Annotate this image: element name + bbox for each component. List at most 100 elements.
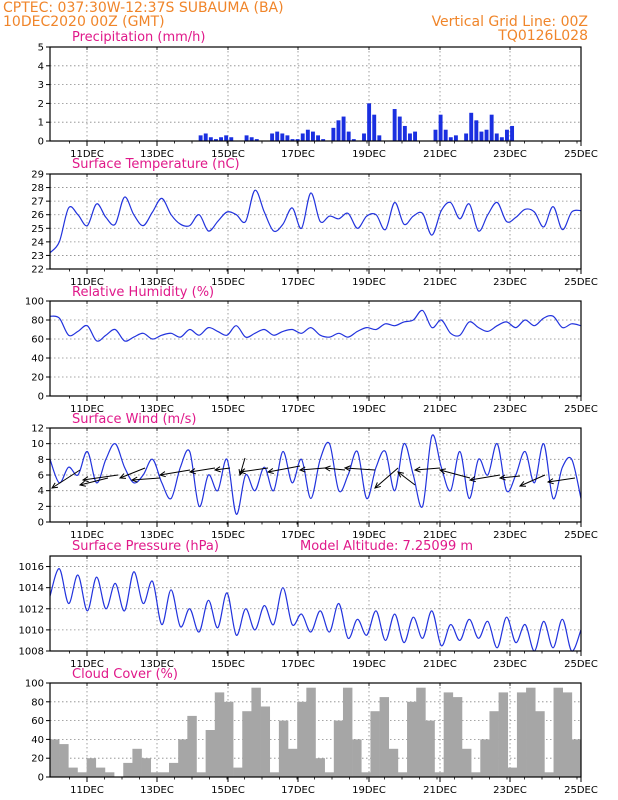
y-tick-label: 40 xyxy=(31,354,44,365)
cloud-bar xyxy=(77,772,87,777)
cloud-bar xyxy=(516,692,527,777)
panel-title: Surface Wind (m/s) xyxy=(72,412,196,427)
cloud-bar xyxy=(260,706,271,777)
x-tick-label: 19DEC xyxy=(352,277,386,288)
x-tick-label: 15DEC xyxy=(211,530,245,541)
wind-arrow xyxy=(374,467,399,489)
precip-bar xyxy=(448,137,453,141)
panel-frame xyxy=(49,427,582,523)
wind-arrow-head xyxy=(323,465,331,472)
wind-arrow-head xyxy=(397,471,404,478)
precip-bar xyxy=(464,133,469,141)
precip-bar xyxy=(443,129,448,141)
y-tick-label: 1010 xyxy=(19,625,44,636)
x-tick-label: 17DEC xyxy=(281,659,315,670)
wind-arrow xyxy=(131,477,161,481)
x-tick-label: 15DEC xyxy=(211,149,245,160)
y-tick-label: 0 xyxy=(38,773,44,784)
x-tick-label: 13DEC xyxy=(140,277,174,288)
x-tick-label: 15DEC xyxy=(211,404,245,415)
precip-bar xyxy=(305,129,310,141)
wind-arrow xyxy=(267,465,301,473)
precip-bar xyxy=(229,137,234,141)
cloud-bar xyxy=(214,692,225,777)
y-tick-label: 2 xyxy=(38,502,44,513)
y-tick-label: 1012 xyxy=(19,604,44,615)
x-tick-label: 23DEC xyxy=(493,659,527,670)
x-tick-label: 17DEC xyxy=(281,149,315,160)
x-tick-label: 25DEC xyxy=(564,277,598,288)
cloud-bar xyxy=(425,720,435,777)
panel-frame xyxy=(49,682,582,778)
y-tick-label: 6 xyxy=(38,471,44,482)
x-tick-label: 23DEC xyxy=(493,404,527,415)
y-tick-label: 4 xyxy=(38,486,44,497)
cloud-bar xyxy=(407,701,417,777)
x-tick-label: 13DEC xyxy=(140,659,174,670)
panel-frame xyxy=(49,46,582,142)
precip-bar xyxy=(275,131,280,141)
y-tick-label: 22 xyxy=(31,265,44,276)
cloud-bar xyxy=(452,697,463,777)
precip-bar xyxy=(213,139,218,141)
panel-title: Precipitation (mm/h) xyxy=(72,30,205,45)
x-tick-label: 11DEC xyxy=(70,149,104,160)
cloud-bar xyxy=(269,772,280,777)
cloud-bar xyxy=(50,739,60,777)
precip-bar xyxy=(413,131,418,141)
y-tick-label: 0 xyxy=(38,392,44,403)
y-tick-label: 20 xyxy=(31,754,44,765)
y-tick-label: 2 xyxy=(38,99,44,110)
wind-arrow xyxy=(299,467,326,471)
precip-bar xyxy=(392,109,397,141)
cloud-bar xyxy=(251,687,261,777)
panel-frame xyxy=(49,555,582,652)
series-line xyxy=(49,434,582,515)
precip-bar xyxy=(397,116,402,141)
precip-bar xyxy=(336,120,341,141)
panel-subtitle: Model Altitude: 7.25099 m xyxy=(300,539,473,554)
wind-arrow-head xyxy=(468,476,476,483)
cloud-bar xyxy=(278,720,289,777)
y-tick-label: 23 xyxy=(31,251,44,262)
x-tick-label: 23DEC xyxy=(493,785,527,796)
y-tick-label: 100 xyxy=(25,679,44,690)
precip-bar xyxy=(300,133,305,141)
wind-arrow xyxy=(469,474,501,481)
precip-bar xyxy=(499,137,504,141)
precip-bar xyxy=(316,135,321,141)
series-line xyxy=(49,309,582,342)
precip-bar xyxy=(408,133,412,141)
precip-bar xyxy=(244,135,249,141)
precip-bar xyxy=(474,120,479,141)
precip-bar xyxy=(219,137,223,141)
y-tick-label: 27 xyxy=(31,197,44,208)
x-tick-label: 19DEC xyxy=(352,149,386,160)
wind-arrow xyxy=(344,467,376,471)
precip-bar xyxy=(280,133,285,141)
cloud-bar xyxy=(352,739,362,777)
run-date-label: 10DEC2020 00Z (GMT) xyxy=(3,14,165,30)
panel-title: Surface Pressure (hPa) xyxy=(72,539,219,554)
y-tick-label: 4 xyxy=(38,61,44,72)
precip-bar xyxy=(290,139,295,141)
precip-bar xyxy=(331,127,336,141)
precip-bar xyxy=(510,125,515,141)
x-tick-label: 11DEC xyxy=(70,785,104,796)
y-tick-label: 60 xyxy=(31,716,44,727)
cloud-bar xyxy=(544,772,554,777)
x-tick-label: 19DEC xyxy=(352,404,386,415)
wind-arrow xyxy=(414,467,441,471)
cloud-bar xyxy=(315,758,325,777)
y-tick-label: 29 xyxy=(31,170,44,181)
precip-bar xyxy=(295,139,300,141)
wind-arrow xyxy=(189,467,216,473)
cloud-bar xyxy=(489,711,499,777)
cloud-bar xyxy=(205,730,216,777)
wind-arrow-head xyxy=(343,465,351,472)
x-tick-label: 19DEC xyxy=(352,659,386,670)
x-tick-label: 11DEC xyxy=(70,404,104,415)
cloud-bar xyxy=(132,748,142,777)
cloud-bar xyxy=(498,692,509,777)
y-tick-label: 1016 xyxy=(19,562,44,573)
